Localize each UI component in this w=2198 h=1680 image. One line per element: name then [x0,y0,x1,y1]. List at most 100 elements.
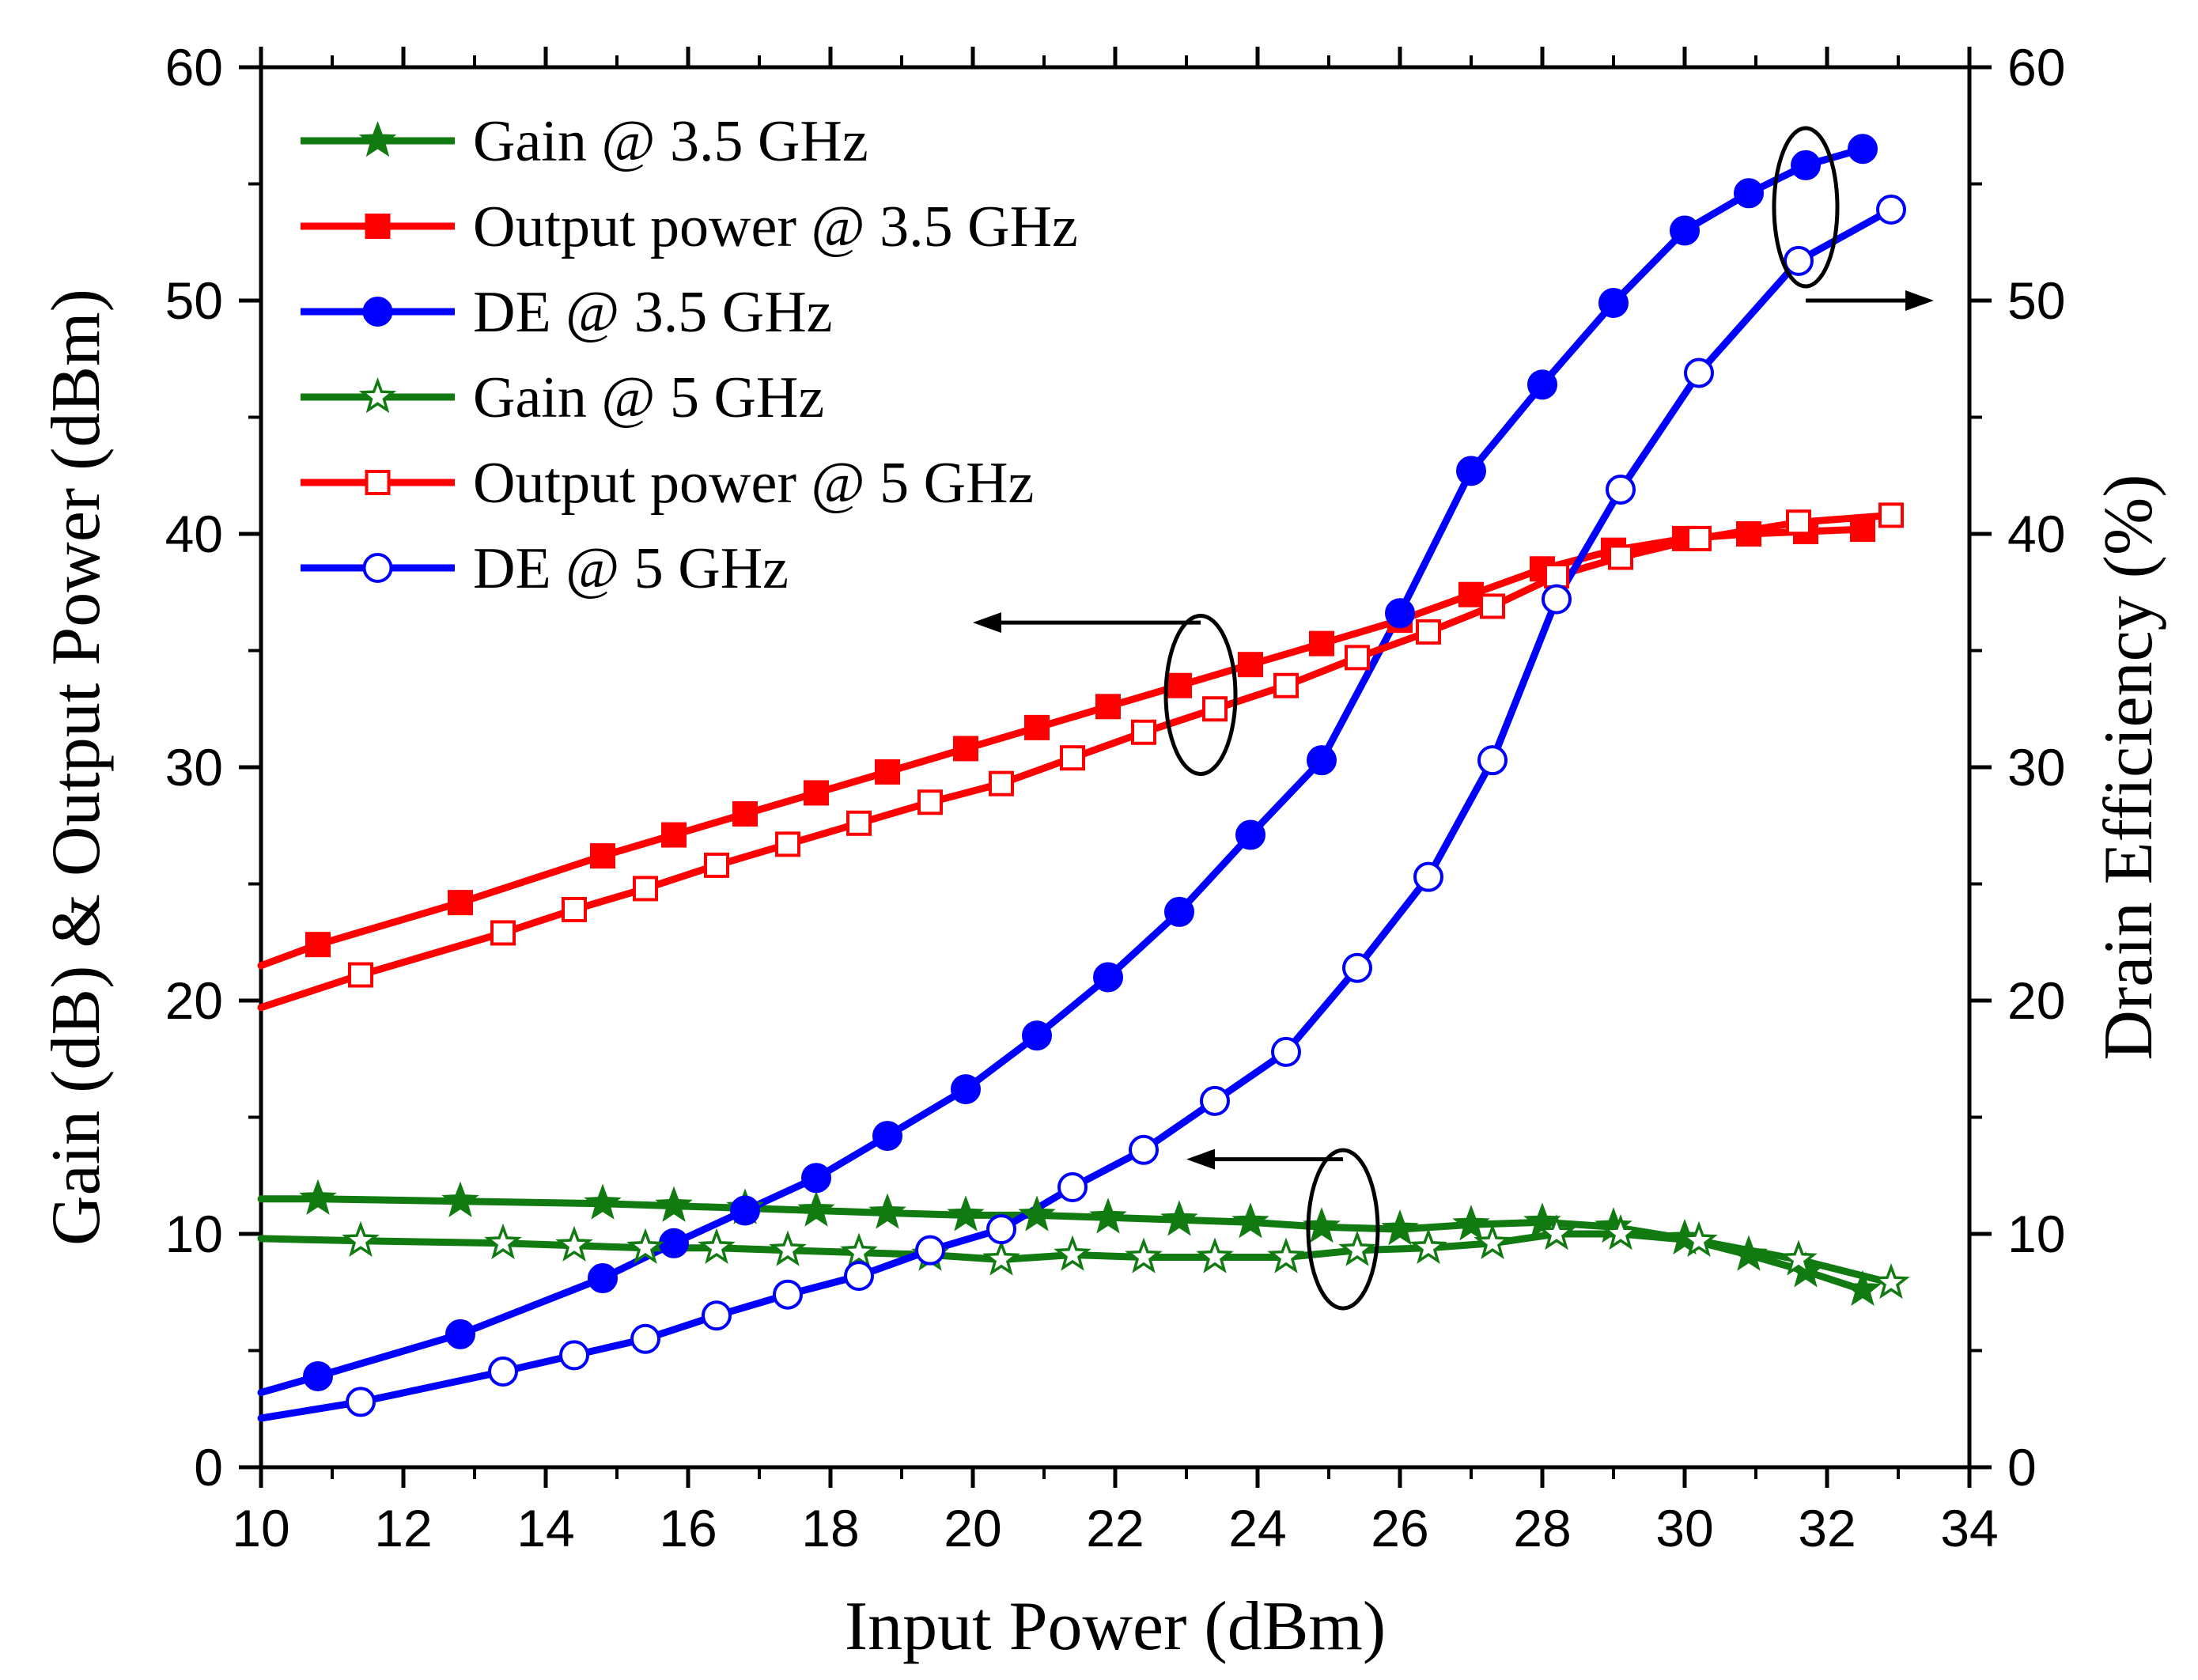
x-tick-label: 20 [944,1499,1001,1557]
series-0-point [584,1183,622,1220]
series-0-point [1231,1202,1269,1239]
series-4-point [1686,525,1712,551]
series-3-point [484,1223,522,1260]
legend-marker-5 [362,553,393,583]
series-5-point [1542,584,1572,615]
gain-arrow-head [1186,1148,1215,1170]
axes: 10 12 14 16 18 20 22 24 26 28 30 32 3401020304050600… [165,38,2066,1557]
series-2-point [303,1360,333,1391]
series-5-point [1342,952,1372,983]
series-1-point [1095,694,1121,720]
y-left-tick-label: 50 [165,271,223,330]
series-1-point [1458,581,1484,607]
y-left-tick-label: 30 [165,738,223,796]
y-right-tick-label: 60 [2007,38,2065,96]
series-0-point [1089,1198,1127,1234]
legend-marker-0 [358,120,397,157]
series-2-point [1670,215,1700,246]
series-4-point [1786,509,1811,535]
series-5-point [1200,1085,1230,1116]
y-right-tick-label: 40 [2007,505,2065,563]
series-1-point [804,780,829,806]
y-right-tick-label: 10 [2007,1205,2065,1263]
series-2-point [801,1163,831,1194]
series-5-point [1784,245,1814,276]
series-5-point [1271,1036,1301,1067]
legend-label-0: Gain @ 3.5 GHz [473,109,868,174]
y-right-tick-label: 50 [2007,271,2065,330]
x-tick-label: 10 [232,1499,289,1557]
series-0-point [1381,1209,1419,1246]
series-3-point [555,1225,593,1262]
series-2-point [730,1195,760,1226]
series-line-1 [257,525,1867,970]
y-axis-left-title: Gain (dB) & Output Power (dBm) [38,289,115,1246]
series-4-point [1345,645,1370,671]
legend-label-3: Gain @ 5 GHz [473,365,824,430]
series-2-point [1848,134,1878,165]
series-2-point [951,1074,981,1105]
series-4-point [917,789,943,815]
de-arrow-head [1905,290,1934,311]
series-4-point [704,852,729,878]
series-1-point [661,822,687,848]
legend-label-4: Output power @ 5 GHz [473,451,1034,516]
gain-ellipse [1306,1148,1380,1311]
series-4-point [633,876,658,902]
series-1-point [732,801,758,827]
y-left-tick-label: 40 [165,505,223,563]
series-3-point [1780,1239,1818,1276]
series-2-point [1022,1020,1052,1051]
series-2-point [1385,598,1415,629]
x-tick-label: 14 [516,1499,574,1557]
annotations [973,126,1934,1311]
series-5-point [630,1323,660,1354]
series-4-point [1480,593,1505,619]
series-0-point [1730,1235,1768,1271]
legend: Gain @ 3.5 GHz Output power @ 3.5 GHz DE @… [301,109,1078,601]
legend-marker-2 [362,297,393,327]
x-axis-title: Input Power (dBm) [845,1588,1386,1665]
series-3-point [1409,1228,1447,1264]
series-2-point [588,1263,618,1294]
series-4-point [562,896,587,922]
y-axis-right-title: Drain Efficiency (%) [2090,474,2167,1060]
series-2-point [1093,962,1123,993]
legend-marker-4 [365,470,391,495]
series-2-point [1734,178,1764,209]
y-right-tick-label: 30 [2007,738,2065,796]
series-0-point [1160,1200,1198,1236]
de-ellipse [1772,126,1840,289]
plot-area [257,134,1910,1422]
series-5-point [773,1279,803,1310]
series-4-point [1416,619,1441,645]
series-3-point [1474,1223,1511,1260]
legend-label-2: DE @ 3.5 GHz [473,280,833,345]
x-tick-label: 28 [1513,1499,1571,1557]
series-2-point [872,1121,902,1152]
series-5-point [488,1356,518,1387]
series-3-point [698,1228,736,1264]
series-1-point [1736,521,1761,547]
x-tick-label: 16 [659,1499,717,1557]
x-tick-label: 30 [1655,1499,1713,1557]
series-line-5 [257,206,1895,1422]
series-3-point [1196,1237,1234,1273]
legend-marker-3 [358,376,397,414]
series-0-point [1018,1195,1056,1232]
series-5-point [1129,1134,1159,1165]
series-0-point [441,1181,479,1217]
series-1-point [1309,630,1334,656]
series-5-point [1876,194,1906,225]
series-4-point [846,810,872,836]
series-1-point [305,932,331,958]
output-power-arrow-head [973,612,1001,634]
y-left-tick-label: 20 [165,971,223,1030]
y-left-tick-label: 10 [165,1205,223,1263]
series-4-point [775,831,800,857]
y-right-tick-label: 20 [2007,971,2065,1030]
series-1-point [1238,652,1263,678]
series-1-point [1167,672,1192,698]
series-3-point [1680,1220,1718,1258]
